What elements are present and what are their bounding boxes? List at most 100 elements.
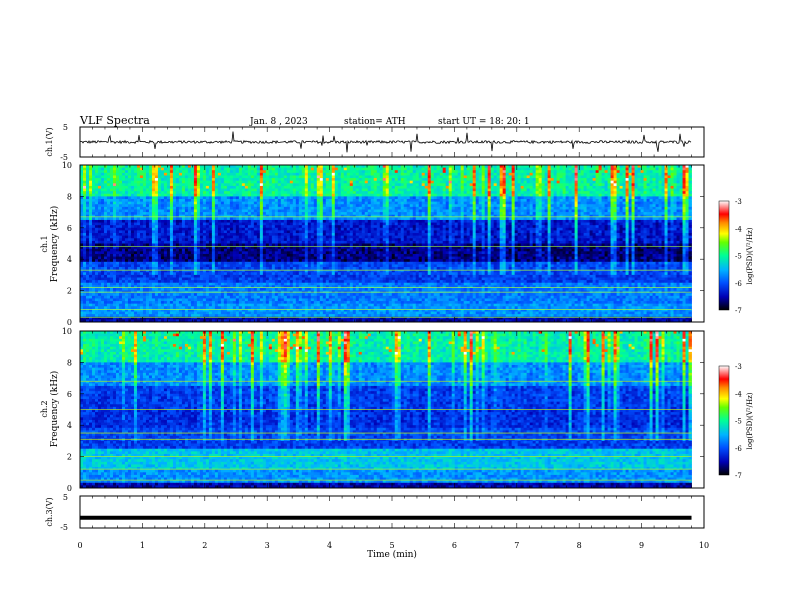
spectrogram-cell (452, 215, 455, 218)
spectrogram-cell (506, 173, 509, 176)
spectrogram-cell (524, 173, 527, 176)
spectrogram-cell (308, 170, 311, 173)
spectrogram-cell (116, 223, 119, 226)
spectrogram-cell (494, 186, 497, 189)
spectrogram-cell (659, 183, 662, 186)
spectrogram-cell (449, 207, 452, 210)
spectrogram-cell (491, 186, 494, 189)
spectrogram-cell (125, 178, 128, 181)
spectrogram-cell (119, 181, 122, 184)
spectrogram-cell (449, 202, 452, 205)
spectrogram-cell (485, 217, 488, 220)
spectrogram-cell (218, 220, 221, 223)
spectrogram-cell (248, 209, 251, 212)
spectrogram-cell (596, 194, 599, 197)
spectrogram-cell (371, 202, 374, 205)
spectrogram-cell (479, 178, 482, 181)
spectrogram-cell (401, 225, 404, 228)
spectrogram-cell (431, 217, 434, 220)
spectrogram-cell (392, 191, 395, 194)
spectrogram-cell (608, 223, 611, 226)
spectrogram-cell (122, 186, 125, 189)
spectrogram-cell (368, 215, 371, 218)
spectrogram-cell (470, 215, 473, 218)
spectrogram-cell (161, 212, 164, 215)
spectrogram-cell (500, 212, 503, 215)
spectrogram-cell (80, 204, 83, 207)
spectrogram-cell (182, 217, 185, 220)
spectrogram-cell (281, 217, 284, 220)
spectrogram-cell (296, 181, 299, 184)
spectrogram-cell (155, 183, 158, 186)
spectrogram-cell (155, 209, 158, 212)
spectrogram-cell (275, 173, 278, 176)
spectrogram-cell (131, 168, 134, 171)
spectrogram-cell (449, 215, 452, 218)
spectrogram-cell (593, 175, 596, 178)
spectrogram-cell (503, 209, 506, 212)
spectrogram-cell (209, 225, 212, 228)
spectrogram-cell (287, 173, 290, 176)
spectrogram-cell (374, 223, 377, 226)
spectrogram-cell (185, 223, 188, 226)
spectrogram-cell (641, 212, 644, 215)
spectrogram-cell (329, 207, 332, 210)
spectrogram-cell (248, 196, 251, 199)
spectrogram-cell (263, 194, 266, 197)
spectrogram-cell (575, 196, 578, 199)
spectrogram-cell (209, 212, 212, 215)
spectrogram-cell (647, 202, 650, 205)
spectrogram-cell (263, 209, 266, 212)
spectrogram-cell (338, 170, 341, 173)
spectrogram-cell (260, 204, 263, 207)
spectrogram-cell (317, 175, 320, 178)
spectrogram-cell (152, 168, 155, 171)
spectrogram-cell (374, 204, 377, 207)
spectrogram-cell (566, 189, 569, 192)
spectrogram-cell (557, 212, 560, 215)
spectrogram-cell (524, 204, 527, 207)
spectrogram-cell (266, 191, 269, 194)
spectrogram-cell (170, 196, 173, 199)
spectrogram-cell (584, 220, 587, 223)
spectrogram-cell (152, 207, 155, 210)
spectrogram-cell (188, 215, 191, 218)
spectrogram-cell (125, 223, 128, 226)
spectrogram-cell (305, 207, 308, 210)
spectrogram-cell (671, 209, 674, 212)
spectrogram-cell (464, 212, 467, 215)
spectrogram-cell (392, 181, 395, 184)
spectrogram-cell (587, 178, 590, 181)
spectrogram-cell (146, 202, 149, 205)
spectrogram-cell (251, 207, 254, 210)
spectrogram-cell (521, 209, 524, 212)
spectrogram-cell (182, 175, 185, 178)
spectrogram-cell (284, 186, 287, 189)
spectrogram-cell (254, 189, 257, 192)
spectrogram-cell (365, 178, 368, 181)
spectrogram-cell (167, 207, 170, 210)
spectrogram-cell (563, 173, 566, 176)
spectrogram-cell (251, 173, 254, 176)
spectrogram-cell (188, 199, 191, 202)
spectrogram-cell (545, 191, 548, 194)
spectrogram-cell (608, 183, 611, 186)
spectrogram-cell (119, 189, 122, 192)
spectrogram-cell (344, 194, 347, 197)
spectrogram-cell (107, 170, 110, 173)
spectrogram-cell (599, 204, 602, 207)
spectrogram-cell (299, 170, 302, 173)
spectrogram-cell (584, 181, 587, 184)
spectrogram-cell (269, 191, 272, 194)
spectrogram-cell (212, 215, 215, 218)
spectrogram-cell (440, 209, 443, 212)
spectrogram-cell (617, 183, 620, 186)
spectrogram-cell (593, 217, 596, 220)
spectrogram-cell (299, 181, 302, 184)
spectrogram-cell (104, 168, 107, 171)
spectrogram-cell (530, 183, 533, 186)
spectrogram-cell (542, 220, 545, 223)
spectrogram-cell (386, 212, 389, 215)
spectrogram-cell (140, 215, 143, 218)
spectrogram-cell (86, 194, 89, 197)
